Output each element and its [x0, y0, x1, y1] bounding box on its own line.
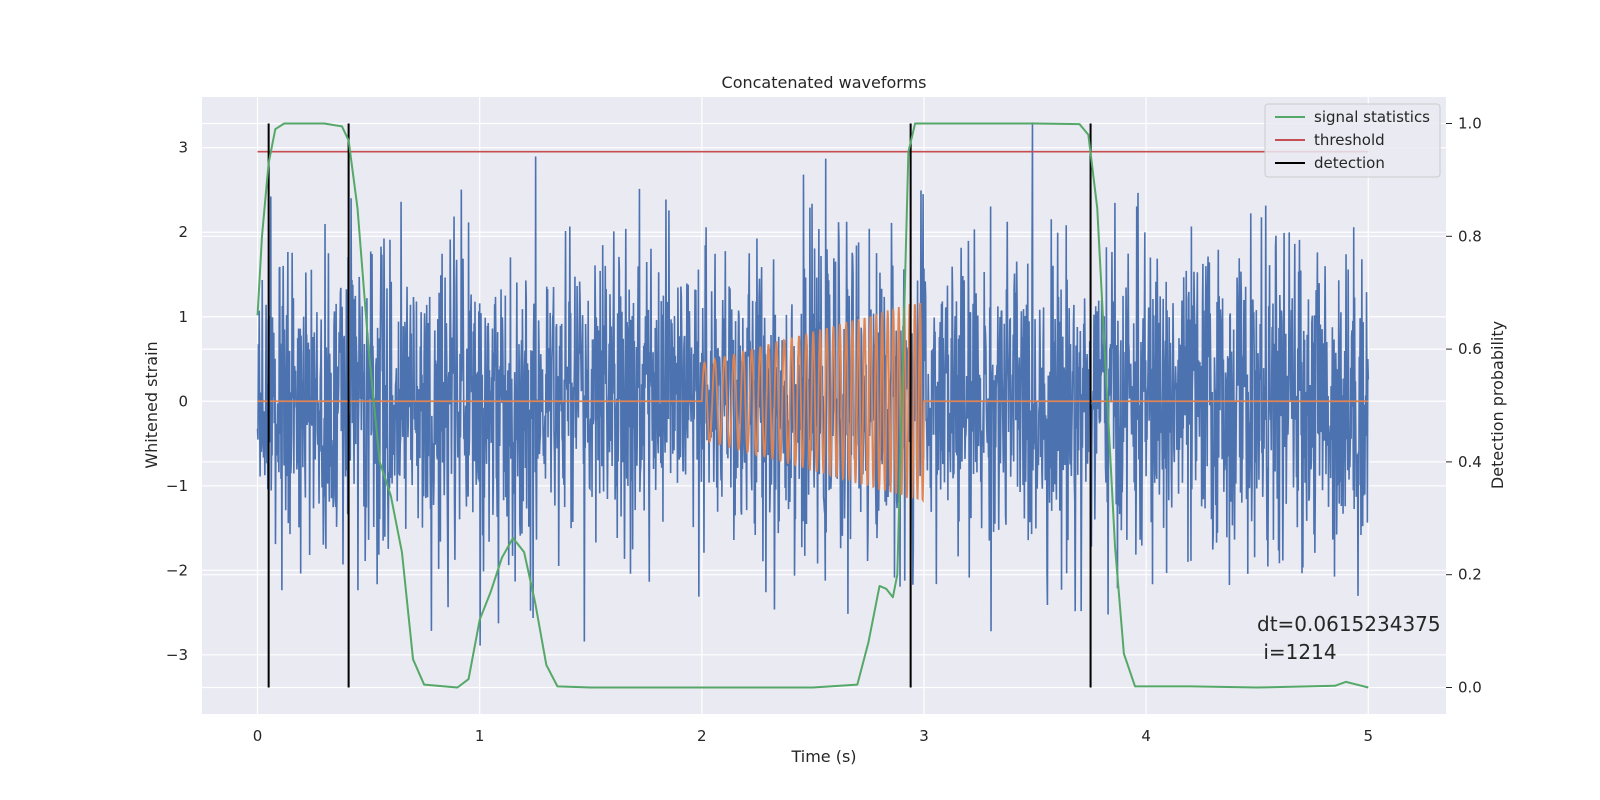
legend-label-detection: detection — [1314, 154, 1385, 172]
legend-label-signal-statistics: signal statistics — [1314, 108, 1430, 126]
injection-series-line — [257, 302, 1369, 503]
y-tick-label: 3 — [178, 139, 188, 157]
y-tick-label: −1 — [166, 477, 188, 495]
annotation-dt: dt=0.0615234375 — [1257, 612, 1441, 636]
strain-series-line — [256, 122, 1370, 646]
x-tick-label: 5 — [1363, 727, 1373, 745]
y2-tick-label: 0.8 — [1458, 227, 1482, 245]
y2-tick-label: 0.4 — [1458, 453, 1482, 471]
y-tick-label: −2 — [166, 561, 188, 579]
x-tick-label: 0 — [253, 727, 263, 745]
x-tick-label: 4 — [1141, 727, 1151, 745]
y-tick-label: 0 — [178, 392, 188, 410]
y2-tick-label: 0.0 — [1458, 678, 1482, 696]
y-tick-label: 2 — [178, 223, 188, 241]
x-tick-label: 2 — [697, 727, 707, 745]
x-axis-label: Time (s) — [790, 747, 856, 766]
y-axis-label: Whitened strain — [142, 341, 161, 468]
y-tick-label: 1 — [178, 308, 188, 326]
legend-frame — [1264, 103, 1441, 178]
signal-statistics-line — [256, 122, 1369, 689]
y2-axis-label: Detection probability — [1488, 321, 1507, 489]
annotation-index: i=1214 — [1257, 640, 1337, 664]
y-tick-label: −3 — [166, 646, 188, 664]
legend: signal statistics threshold detection — [1264, 103, 1441, 178]
x-tick-label: 1 — [475, 727, 485, 745]
axes-layer: 0 1 2 3 4 5 −3 −2 −1 0 1 2 3 0.0 0.2 0.4 0.6 0.8 1.0 — [166, 115, 1482, 745]
chart-title: Concatenated waveforms — [722, 73, 927, 92]
data-layer — [256, 122, 1370, 689]
y2-tick-label: 1.0 — [1458, 115, 1482, 133]
y2-tick-label: 0.2 — [1458, 566, 1482, 584]
legend-label-threshold: threshold — [1314, 131, 1385, 149]
y2-tick-label: 0.6 — [1458, 340, 1482, 358]
x-tick-label: 3 — [919, 727, 929, 745]
